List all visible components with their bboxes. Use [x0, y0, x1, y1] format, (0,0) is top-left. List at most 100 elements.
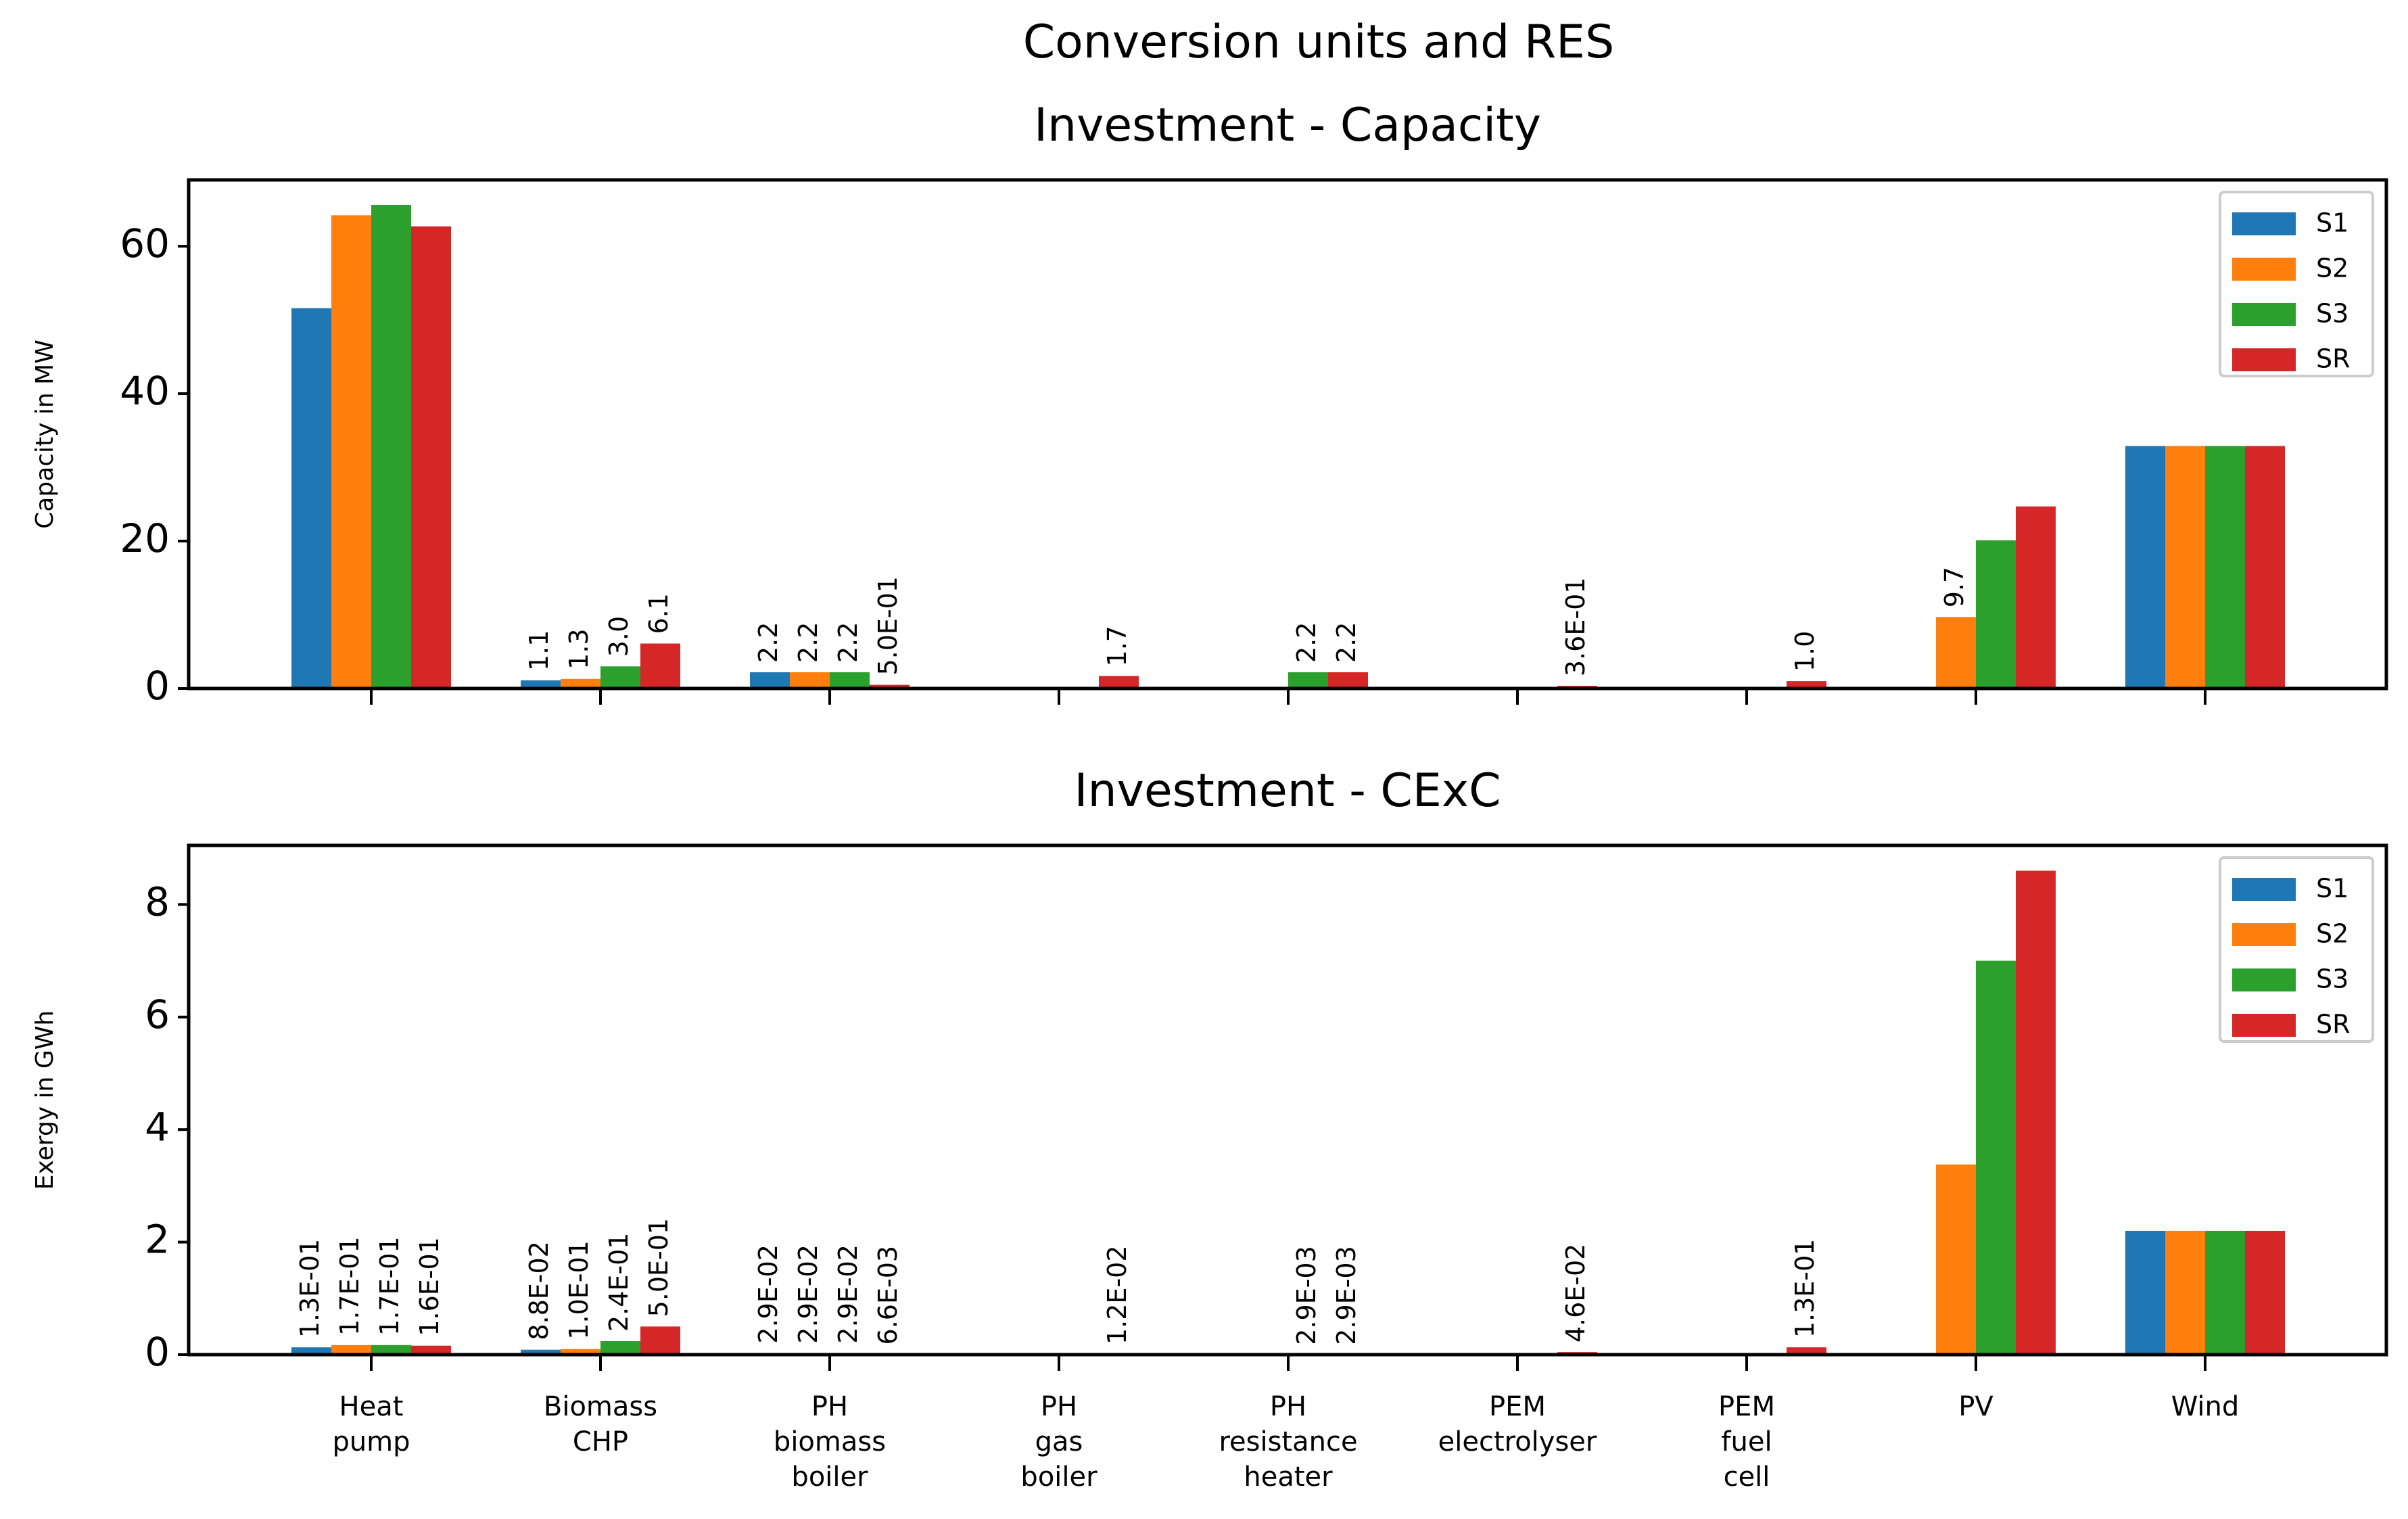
x-tick-label: Biomass CHP: [544, 1391, 657, 1457]
chart-panel-cexc: Investment - CExC Exergy in GWh 1.3E-01 1.7…: [31, 764, 2388, 1493]
y-tick-label: 8: [145, 879, 170, 925]
chart-title: Investment - Capacity: [1034, 99, 1541, 152]
bar-sr-1: [640, 643, 680, 688]
bar-s2-7: [1936, 617, 1976, 688]
bar-value-label: 2.9E-03: [1331, 1246, 1361, 1345]
bar-s3-7: [1976, 960, 2016, 1355]
bar-value-label: 1.3E-01: [1790, 1239, 1820, 1338]
legend: S1 S2 S3 SR: [2219, 191, 2374, 377]
bar-value-label: 5.0E-01: [873, 576, 903, 676]
figure-suptitle: Conversion units and RES: [1023, 16, 1615, 69]
chart-title: Investment - CExC: [1074, 764, 1501, 818]
bar-value-label: 4.6E-02: [1561, 1244, 1590, 1343]
bar-s2-8: [2165, 446, 2205, 688]
x-tick-label: PH gas boiler: [1020, 1391, 1097, 1493]
x-tick-label: Heat pump: [332, 1391, 410, 1457]
bar-sr-2: [870, 684, 910, 688]
bar-s1-0: [291, 308, 331, 689]
bar-value-label: 1.6E-01: [415, 1237, 444, 1336]
y-tick-label: 6: [145, 991, 170, 1037]
bar-sr-0: [411, 226, 451, 688]
bar-value-label: 2.2: [753, 622, 783, 663]
y-tick-label: 40: [120, 368, 170, 414]
bar-s2-1: [561, 678, 600, 688]
bar-value-label: 2.9E-03: [1292, 1246, 1321, 1345]
bar-value-label: 9.7: [1939, 567, 1969, 607]
bar-value-label: 2.4E-01: [604, 1233, 634, 1332]
bar-value-label: 1.2E-02: [1102, 1245, 1132, 1345]
y-tick-label: 0: [145, 663, 170, 709]
bar-s2-1: [561, 1349, 600, 1355]
bar-sr-8: [2245, 1230, 2285, 1355]
bar-sr-7: [2016, 870, 2056, 1355]
x-tick-label: Wind: [2171, 1391, 2240, 1422]
legend-label-sr: SR: [2316, 344, 2351, 374]
bar-sr-7: [2016, 506, 2056, 688]
bar-s3-7: [1976, 540, 2016, 688]
legend-label-sr: SR: [2316, 1010, 2351, 1039]
bar-value-label: 1.3E-01: [295, 1239, 325, 1338]
bar-value-label: 2.9E-02: [833, 1244, 863, 1344]
x-tick-label: PV: [1958, 1391, 1993, 1422]
x-tick-label: PEM fuel cell: [1718, 1391, 1775, 1493]
bar-value-label: 1.0E-01: [564, 1240, 594, 1340]
bar-value-label: 1.0: [1790, 631, 1820, 672]
bar-value-label: 1.7: [1102, 626, 1132, 666]
legend-label-s2: S2: [2316, 919, 2348, 949]
bar-value-label: 2.9E-02: [793, 1244, 823, 1344]
bar-s1-1: [521, 680, 561, 688]
bar-sr-8: [2245, 446, 2285, 688]
bar-s1-8: [2125, 446, 2165, 688]
bar-value-label: 2.2: [793, 622, 823, 663]
legend-swatch-s3: [2232, 303, 2296, 326]
bar-s3-1: [600, 666, 640, 688]
bar-value-label: 2.2: [833, 622, 863, 663]
bar-value-label: 1.7E-01: [335, 1236, 364, 1336]
bar-s3-8: [2205, 1230, 2245, 1355]
legend-swatch-sr: [2232, 1014, 2296, 1037]
bar-value-label: 8.8E-02: [524, 1241, 554, 1340]
legend-label-s2: S2: [2316, 254, 2348, 283]
bar-sr-1: [640, 1326, 680, 1355]
legend-label-s3: S3: [2316, 299, 2348, 329]
bar-value-label: 5.0E-01: [644, 1218, 674, 1317]
legend-label-s1: S1: [2316, 208, 2348, 238]
bar-s3-0: [371, 1345, 411, 1355]
bar-value-label: 1.3: [564, 628, 594, 669]
bar-value-label: 1.1: [524, 630, 554, 671]
legend-swatch-s1: [2232, 878, 2296, 901]
bar-s1-1: [521, 1349, 561, 1355]
bar-s2-0: [331, 215, 371, 688]
y-tick-label: 20: [120, 515, 170, 561]
bar-s2-0: [331, 1345, 371, 1355]
chart-panel-capacity: Investment - Capacity Capacity in MW 1.1 1.…: [31, 99, 2388, 709]
x-tick-label: PEM electrolyser: [1438, 1391, 1597, 1457]
legend-swatch-s3: [2232, 968, 2296, 991]
bar-s3-0: [371, 205, 411, 689]
y-tick-label: 4: [145, 1104, 170, 1150]
y-axis-label: Capacity in MW: [31, 340, 59, 529]
bar-s1-0: [291, 1347, 331, 1355]
bar-value-label: 1.7E-01: [375, 1236, 404, 1336]
bar-value-label: 2.9E-02: [753, 1244, 783, 1344]
bar-s2-2: [790, 672, 830, 688]
bar-value-label: 2.2: [1331, 622, 1361, 663]
bar-sr-0: [411, 1345, 451, 1355]
bar-value-label: 2.2: [1292, 622, 1321, 663]
y-axis-label: Exergy in GWh: [31, 1010, 59, 1190]
bar-s3-4: [1288, 672, 1328, 688]
bar-s2-8: [2165, 1230, 2205, 1355]
bar-value-label: 3.0: [604, 616, 634, 657]
legend-swatch-s2: [2232, 923, 2296, 946]
bar-s1-8: [2125, 1230, 2165, 1355]
y-tick-label: 2: [145, 1217, 170, 1263]
x-tick-label: PH resistance heater: [1219, 1391, 1357, 1493]
bar-s3-1: [600, 1341, 640, 1355]
bar-s2-7: [1936, 1164, 1976, 1355]
y-tick-label: 0: [145, 1329, 170, 1375]
x-tick-label: PH biomass boiler: [774, 1391, 886, 1493]
y-tick-label: 60: [120, 220, 170, 266]
bar-value-label: 3.6E-01: [1561, 578, 1590, 677]
bar-sr-6: [1787, 1347, 1826, 1355]
